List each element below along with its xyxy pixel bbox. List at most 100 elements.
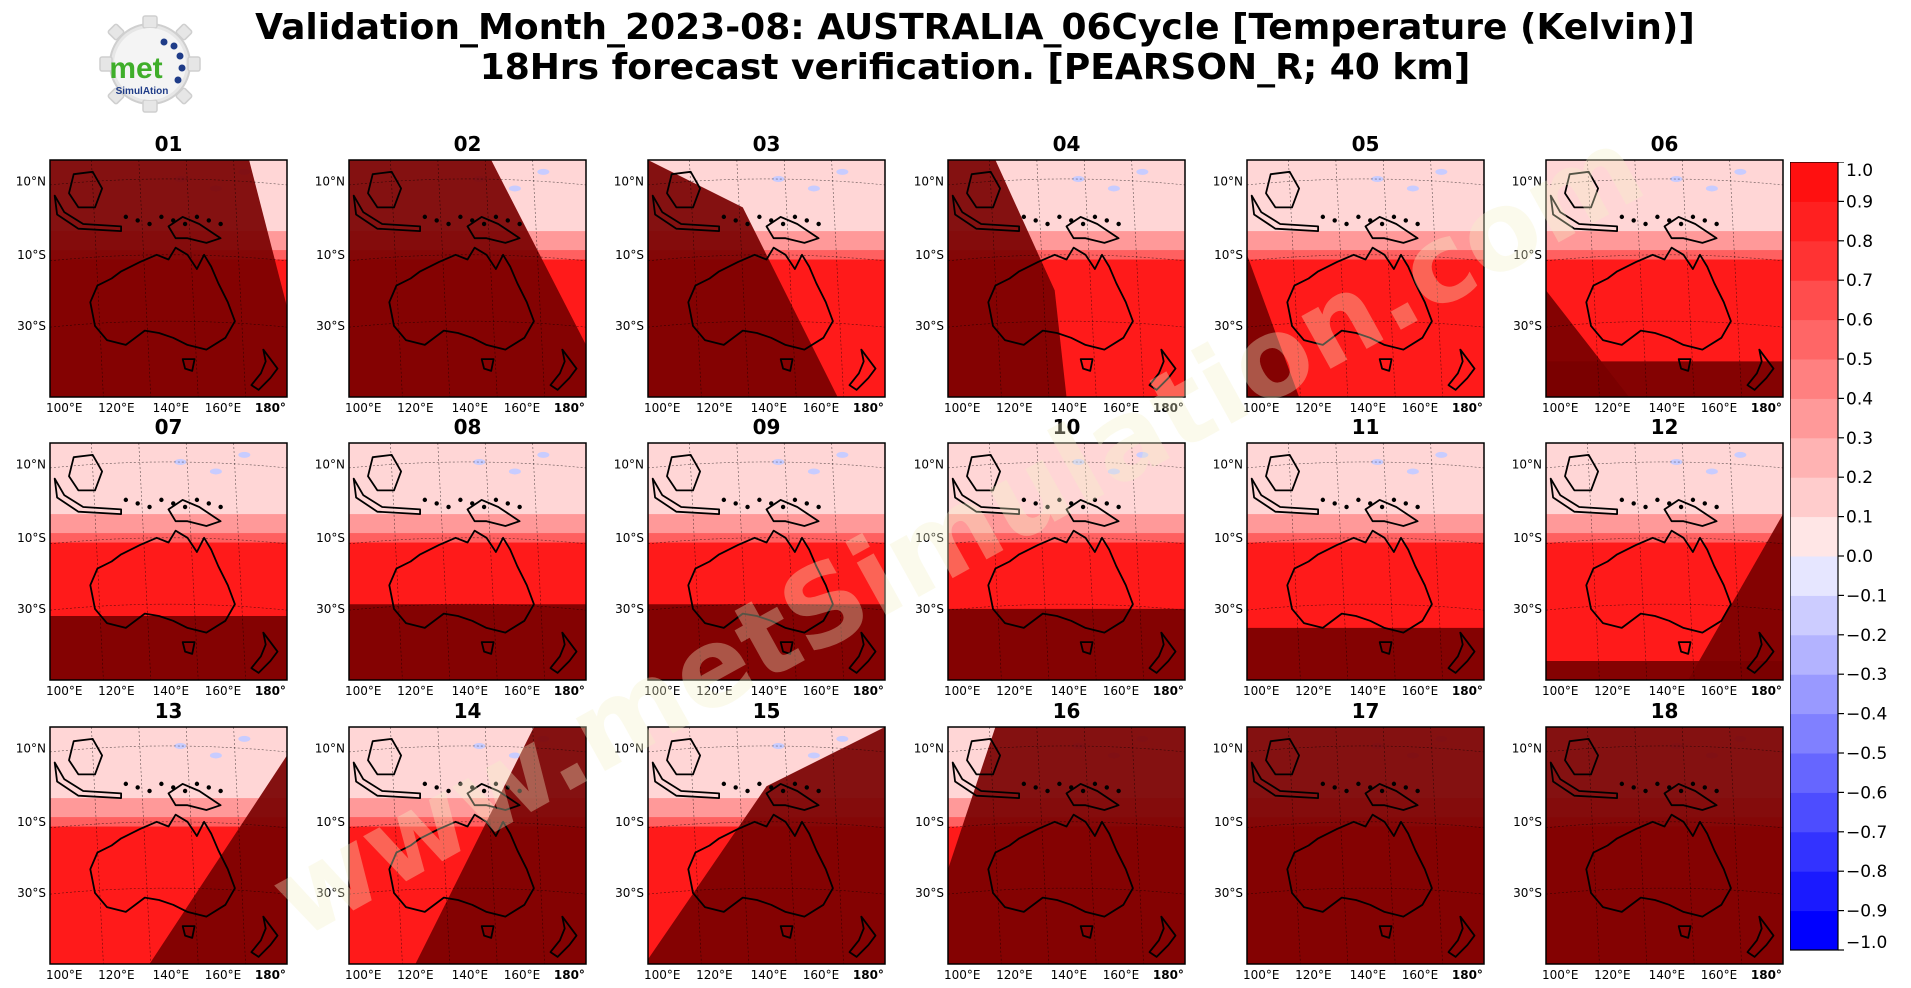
logo-text-met: met [109, 52, 162, 85]
coast-island [1714, 221, 1719, 227]
coast-australia [1585, 529, 1732, 634]
coast-australia [388, 529, 535, 634]
coast-island [1344, 504, 1349, 510]
coast-island [1368, 218, 1373, 223]
lat-tick-label: 10°S [615, 248, 644, 262]
lat-tick-label: 10°S [1513, 248, 1542, 262]
coast-island [446, 221, 451, 227]
graticule-lon [989, 160, 1002, 397]
coast-island [147, 504, 152, 510]
figure-title: Validation_Month_2023-08: AUSTRALIA_06Cy… [230, 8, 1720, 88]
coast-island [1320, 497, 1326, 503]
colorbar-tick-label: 0.0 [1846, 547, 1873, 567]
lon-tick-label: 180° [1751, 684, 1782, 698]
colorbar-bin [1790, 634, 1838, 675]
lon-tick-label: 180° [1153, 968, 1184, 982]
panel-title: 13 [155, 699, 183, 723]
panel-frame [647, 442, 886, 681]
coast-island [745, 504, 750, 510]
map-panel-11: 11 10°N 10°S 30°S 100°E 120°E 140°E 160°E 180° [1213, 415, 1485, 698]
graticule-lat [349, 178, 586, 186]
colorbar-tick-label: −0.1 [1846, 586, 1887, 606]
colorbar-bin [1790, 477, 1838, 518]
graticule-lon [1430, 727, 1443, 964]
field-speckle [836, 451, 849, 458]
coast-new-zealand [250, 631, 279, 674]
map-panel-18: 18 10°N 10°S 30°S 100°E 120°E 140°E 160°E 180° [1512, 699, 1784, 982]
coast-island [135, 785, 140, 790]
graticule-lat [1247, 821, 1484, 829]
coast-borneo [367, 170, 403, 209]
graticule-lat [648, 745, 885, 753]
coast-island [1368, 501, 1373, 506]
coast-borneo [1564, 170, 1599, 209]
field-transition [648, 514, 885, 543]
coast-island [1332, 501, 1337, 506]
colorbar-tick-label: 1.0 [1846, 162, 1873, 181]
lon-tick-label: 140°E [751, 684, 788, 698]
graticule-lat [948, 254, 1185, 262]
coast-island [769, 218, 774, 223]
lon-tick-label: 120°E [696, 684, 733, 698]
coast-island [1403, 218, 1408, 223]
coast-island [1702, 218, 1707, 223]
coast-tasmania [1079, 925, 1094, 939]
coast-island [733, 785, 738, 790]
lat-tick-label: 10°N [614, 174, 644, 188]
graticule-lat [349, 745, 586, 753]
coast-island [1403, 785, 1408, 790]
lon-tick-label: 120°E [1594, 684, 1631, 698]
field-speckle [537, 451, 550, 458]
graticule-lat [349, 320, 586, 328]
lat-tick-label: 10°N [1213, 457, 1243, 471]
coast-australia [89, 813, 236, 918]
field-speckle [1136, 451, 1149, 458]
graticule-lon [831, 443, 844, 680]
panel-title: 03 [753, 132, 781, 156]
title-line-1: Validation_Month_2023-08: AUSTRALIA_06Cy… [255, 7, 1695, 48]
coast-island [1619, 497, 1625, 503]
panel-frame [348, 159, 587, 398]
map-panel-05: 05 10°N 10°S 30°S 100°E 120°E 140°E 160°E 180° [1213, 132, 1485, 415]
coast-island [1678, 788, 1684, 794]
field-speckle [473, 742, 486, 749]
lat-tick-label: 10°S [615, 531, 644, 545]
lon-tick-label: 100°E [46, 968, 83, 982]
lat-tick-label: 10°S [316, 815, 345, 829]
coast-sumatra-java [352, 761, 422, 799]
coast-island [1714, 504, 1719, 510]
lat-tick-label: 10°S [1513, 815, 1542, 829]
coast-island [1678, 504, 1684, 510]
coast-island [745, 221, 750, 227]
graticule-lat [349, 537, 586, 545]
coast-island [1631, 785, 1636, 790]
coast-island [481, 504, 487, 510]
field-speckle [1072, 458, 1085, 465]
coast-tasmania [1677, 925, 1692, 939]
lat-tick-label: 10°S [17, 815, 46, 829]
coast-island [1320, 214, 1326, 220]
coast-sumatra-java [1250, 761, 1319, 799]
dark-region [948, 608, 1185, 680]
coast-island [816, 221, 821, 227]
coast-borneo [68, 453, 103, 492]
lon-tick-label: 180° [255, 401, 286, 415]
lon-tick-label: 140°E [1350, 968, 1387, 982]
coast-island [1356, 214, 1361, 220]
coast-island [458, 781, 463, 787]
colorbar-tick-label: −1.0 [1846, 933, 1887, 952]
coast-new-zealand [1746, 631, 1775, 674]
coast-island [1643, 221, 1648, 227]
lon-tick-label: 140°E [153, 968, 190, 982]
graticule-lat [1546, 537, 1783, 545]
graticule-lat [1247, 603, 1484, 611]
coast-island [1069, 218, 1074, 223]
graticule-lat [648, 537, 885, 545]
lon-tick-label: 160°E [205, 968, 242, 982]
lon-tick-label: 180° [1751, 968, 1782, 982]
colorbar-bin [1790, 240, 1838, 281]
graticule-lon [390, 443, 403, 680]
lat-tick-label: 10°S [1214, 248, 1243, 262]
coast-sumatra-java [1549, 194, 1618, 233]
coast-island [206, 218, 211, 223]
